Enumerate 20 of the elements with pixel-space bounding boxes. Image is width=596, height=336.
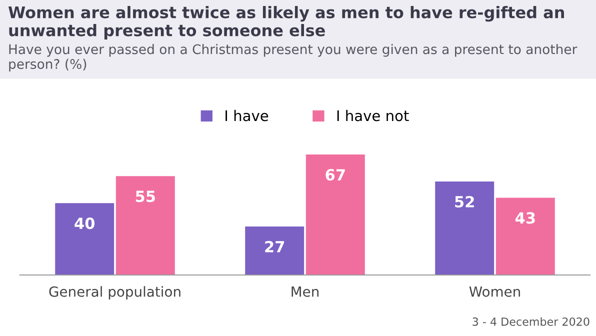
data-label: 52: [455, 196, 474, 208]
chart-title: Women are almost twice as likely as men to have re-gifted an unwanted present to someone else: [8, 6, 564, 40]
x-tick-label: Women: [469, 286, 520, 297]
data-label: 43: [515, 212, 535, 224]
bar: [496, 198, 555, 275]
bar: [55, 203, 114, 275]
chart-subtitle: Have you ever passed on a Christmas present you were given as a present to another person? (%): [9, 44, 578, 72]
data-label: 40: [74, 218, 94, 230]
bar: [435, 182, 494, 275]
legend-label: I have not: [337, 110, 409, 122]
x-tick-label: General population: [49, 286, 180, 300]
data-label: 67: [326, 169, 345, 181]
bar: [306, 154, 365, 275]
legend-label: I have: [226, 110, 268, 122]
bar: [245, 226, 304, 275]
x-tick-label: Men: [292, 286, 318, 297]
data-label: 27: [265, 240, 284, 252]
data-label: 55: [136, 190, 155, 202]
bar: [116, 176, 175, 275]
text: 3 - 4 December 2020: [472, 317, 590, 326]
